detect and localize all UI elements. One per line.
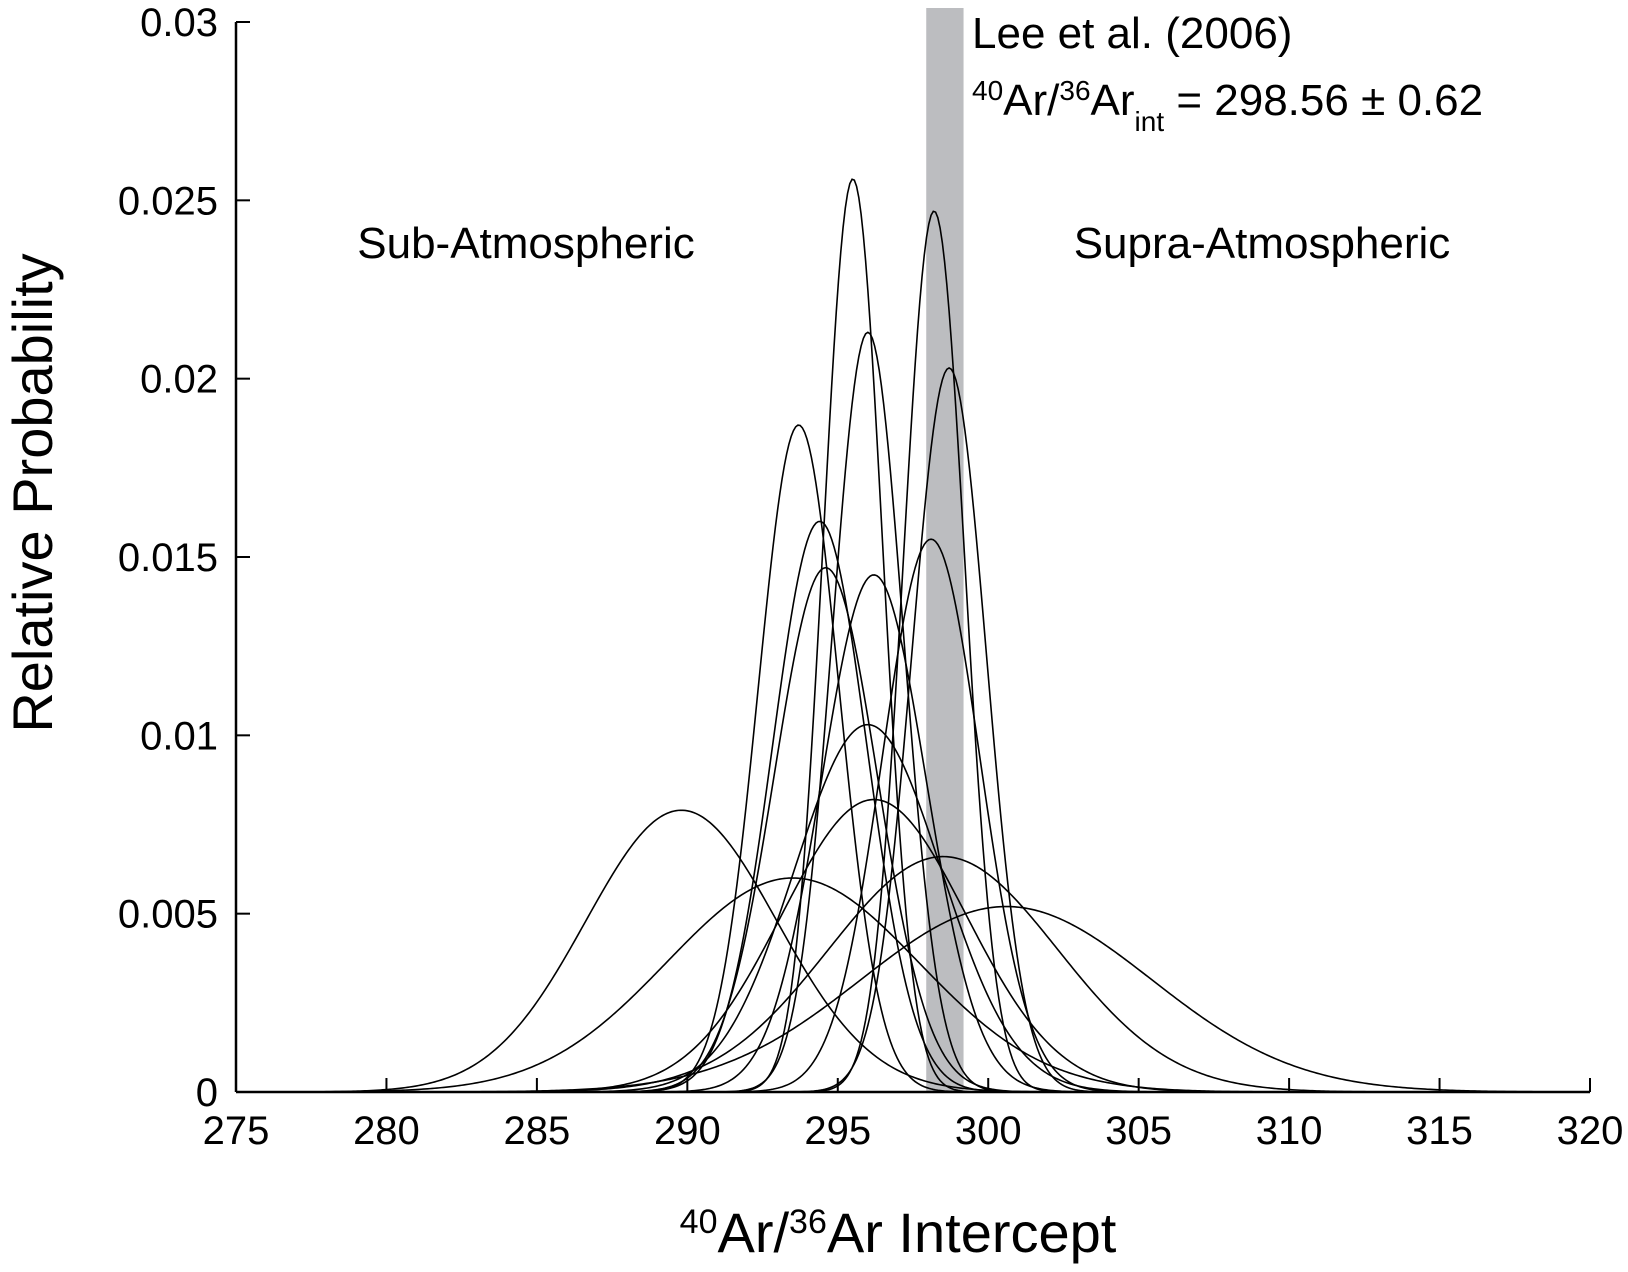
band-text-ar: Ar/: [1003, 76, 1060, 125]
x-tick-label-300: 300: [955, 1109, 1022, 1153]
band-text-value: = 298.56 ± 0.62: [1164, 76, 1483, 125]
y-tick-label-0.005: 0.005: [118, 893, 218, 937]
x-title-intercept: Ar Intercept: [827, 1201, 1117, 1264]
distribution-curve-2: [236, 877, 1590, 1093]
x-tick-label-290: 290: [654, 1109, 721, 1153]
x-tick-label-310: 310: [1256, 1109, 1323, 1153]
y-tick-label-0.025: 0.025: [118, 179, 218, 223]
distribution-curve-10: [236, 798, 1590, 1093]
reference-band-layer: [926, 8, 964, 1092]
band-sup-40: 40: [972, 75, 1003, 106]
y-tick-label-0.02: 0.02: [140, 358, 218, 402]
x-tick-label-285: 285: [504, 1109, 571, 1153]
distribution-curve-4: [236, 520, 1590, 1093]
distribution-curve-8: [236, 574, 1590, 1093]
y-tick-label-0.01: 0.01: [140, 714, 218, 758]
x-tick-label-275: 275: [203, 1109, 270, 1153]
y-tick-label-0: 0: [196, 1071, 218, 1115]
band-sub-int: int: [1135, 106, 1165, 137]
y-tick-label-0.03: 0.03: [140, 1, 218, 45]
x-tick-label-280: 280: [353, 1109, 420, 1153]
axes-layer: 275 280 285 290 295 300 305 310 315 320 0 0.005 0.01…: [118, 1, 1623, 1153]
y-tick-label-0.015: 0.015: [118, 536, 218, 580]
curves-layer: [236, 178, 1590, 1093]
distribution-curve-1: [236, 809, 1590, 1093]
x-title-ar: Ar/: [717, 1201, 789, 1264]
x-title-sup-40: 40: [680, 1203, 718, 1241]
band-text-ar2: Ar: [1091, 76, 1135, 125]
distribution-curve-15: [236, 905, 1590, 1093]
supra-atmospheric-label: Supra-Atmospheric: [1074, 219, 1451, 268]
x-tick-label-295: 295: [804, 1109, 871, 1153]
x-tick-label-305: 305: [1105, 1109, 1172, 1153]
y-axis-title: Relative Probability: [1, 253, 64, 732]
reference-band: [926, 8, 964, 1092]
x-title-sup-36: 36: [789, 1203, 827, 1241]
distribution-curve-9: [236, 723, 1590, 1093]
distribution-curve-12: [236, 210, 1590, 1093]
x-axis-title: 40Ar/36Ar Intercept: [680, 1201, 1117, 1264]
sub-atmospheric-label: Sub-Atmospheric: [357, 219, 694, 268]
reference-band-citation: Lee et al. (2006): [972, 9, 1292, 58]
reference-band-value: 40Ar/36Arint = 298.56 ± 0.62: [972, 75, 1483, 137]
x-tick-label-320: 320: [1557, 1109, 1624, 1153]
x-tick-label-315: 315: [1406, 1109, 1473, 1153]
band-sup-36: 36: [1059, 75, 1090, 106]
